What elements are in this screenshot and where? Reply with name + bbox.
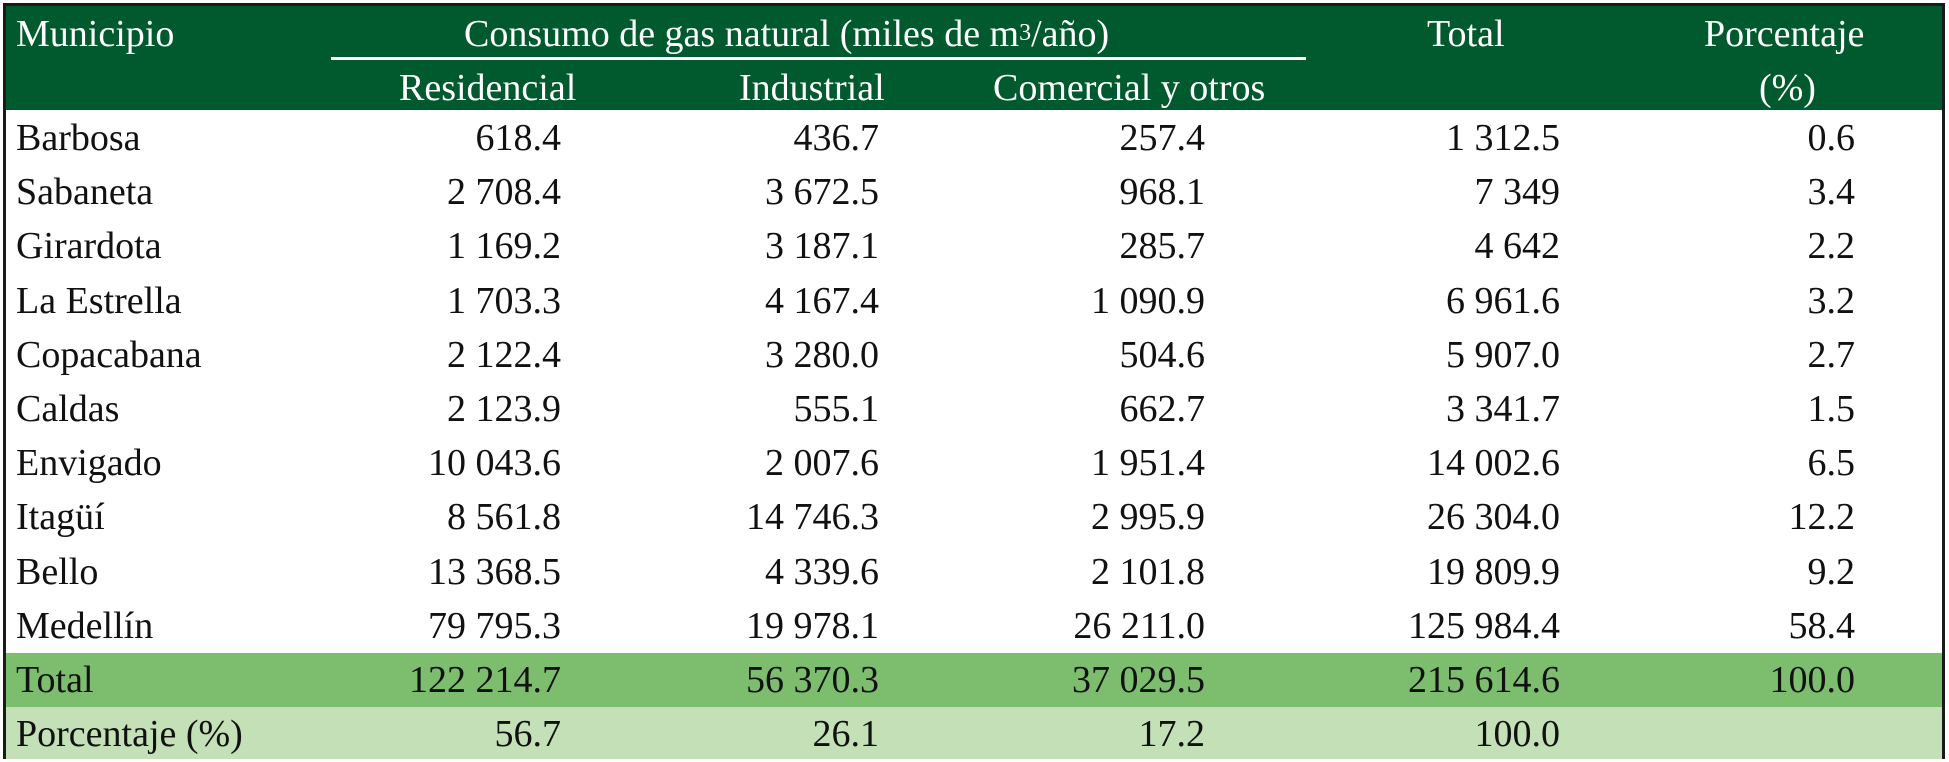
cell-total: 4 642 <box>1474 225 1561 268</box>
table-row: Barbosa 618.4 436.7 257.4 1 312.5 0.6 <box>6 111 1942 165</box>
cell-industrial: 3 187.1 <box>765 225 879 268</box>
cell-porcentaje: 58.4 <box>1788 604 1856 647</box>
gas-consumption-table: Municipio Consumo de gas natural (miles … <box>3 3 1945 759</box>
cell-total: 1 312.5 <box>1446 117 1560 159</box>
cell-industrial: 3 280.0 <box>765 333 879 376</box>
header-group-tail: /año) <box>1031 13 1110 55</box>
header-group-underline <box>331 57 1306 60</box>
cell-municipio: Copacabana <box>16 333 202 376</box>
cell-comercial: 2 101.8 <box>1091 550 1205 593</box>
cell-comercial: 662.7 <box>1119 388 1206 430</box>
table-row: Girardota 1 169.2 3 187.1 285.7 4 642 2.2 <box>6 219 1942 273</box>
cell-residencial: 2 123.9 <box>447 388 561 430</box>
cell-municipio: La Estrella <box>16 279 182 322</box>
table-row: Caldas 2 123.9 555.1 662.7 3 341.7 1.5 <box>6 382 1942 436</box>
cell-comercial: 26 211.0 <box>1073 604 1205 647</box>
cell-porcentaje: 2.2 <box>1807 225 1856 268</box>
header-porcentaje-unit: (%) <box>1759 67 1816 109</box>
cell-residencial: 13 368.5 <box>428 550 561 593</box>
cell-total: 26 304.0 <box>1427 496 1560 539</box>
cell-residencial: 10 043.6 <box>428 442 561 485</box>
cell-comercial: 504.6 <box>1119 333 1206 376</box>
table-row: Itagüí 8 561.8 14 746.3 2 995.9 26 304.0 12.2 <box>6 490 1942 544</box>
cell-porcentaje: 0.6 <box>1807 117 1856 159</box>
percentage-row: Porcentaje (%) 56.7 26.1 17.2 100.0 <box>6 707 1942 759</box>
table-row: Envigado 10 043.6 2 007.6 1 951.4 14 002.6 6.… <box>6 436 1942 490</box>
cell-industrial: 4 339.6 <box>765 550 879 593</box>
header-industrial: Industrial <box>739 67 885 109</box>
cell-industrial: 4 167.4 <box>765 279 879 322</box>
cell-industrial: 555.1 <box>793 388 880 430</box>
total-industrial: 56 370.3 <box>746 659 879 701</box>
cell-industrial: 14 746.3 <box>746 496 879 539</box>
table-row: Copacabana 2 122.4 3 280.0 504.6 5 907.0 2.7 <box>6 328 1942 382</box>
cell-comercial: 257.4 <box>1119 117 1206 159</box>
cell-residencial: 1 169.2 <box>447 225 561 268</box>
cell-municipio: Caldas <box>16 388 120 430</box>
cell-porcentaje: 9.2 <box>1807 550 1856 593</box>
table-row: Medellín 79 795.3 19 978.1 26 211.0 125 984.… <box>6 599 1942 653</box>
total-label: Total <box>16 659 94 701</box>
header-total: Total <box>1427 13 1505 55</box>
cell-residencial: 79 795.3 <box>428 604 561 647</box>
cell-municipio: Itagüí <box>16 496 105 539</box>
total-total: 215 614.6 <box>1408 659 1560 701</box>
cell-total: 3 341.7 <box>1446 388 1560 430</box>
pct-industrial: 26.1 <box>812 713 880 755</box>
cell-municipio: Bello <box>16 550 99 593</box>
header-group-title: Consumo de gas natural (miles de m3/año) <box>464 10 1109 63</box>
header-porcentaje: Porcentaje <box>1704 13 1865 55</box>
pct-residencial: 56.7 <box>494 713 562 755</box>
pct-comercial: 17.2 <box>1138 713 1206 755</box>
cell-industrial: 3 672.5 <box>765 171 879 214</box>
table-row: Sabaneta 2 708.4 3 672.5 968.1 7 349 3.4 <box>6 165 1942 219</box>
total-comercial: 37 029.5 <box>1072 659 1205 701</box>
cell-municipio: Medellín <box>16 604 154 647</box>
cell-total: 7 349 <box>1474 171 1561 214</box>
cell-industrial: 2 007.6 <box>765 442 879 485</box>
cell-municipio: Sabaneta <box>16 171 154 214</box>
pct-label: Porcentaje (%) <box>16 713 243 755</box>
header-municipio: Municipio <box>16 13 175 55</box>
cell-municipio: Envigado <box>16 442 162 485</box>
header-group-text: Consumo de gas natural (miles de m <box>464 13 1020 55</box>
cell-industrial: 436.7 <box>793 117 880 159</box>
pct-total: 100.0 <box>1474 713 1561 755</box>
table-row: Bello 13 368.5 4 339.6 2 101.8 19 809.9 9.2 <box>6 545 1942 599</box>
cell-total: 14 002.6 <box>1427 442 1560 485</box>
cell-comercial: 1 951.4 <box>1091 442 1205 485</box>
cell-total: 125 984.4 <box>1408 604 1560 647</box>
cell-residencial: 2 122.4 <box>447 333 561 376</box>
cell-porcentaje: 6.5 <box>1807 442 1856 485</box>
cell-municipio: Girardota <box>16 225 162 268</box>
total-row: Total 122 214.7 56 370.3 37 029.5 215 61… <box>6 653 1942 707</box>
cell-porcentaje: 3.4 <box>1807 171 1856 214</box>
cell-porcentaje: 12.2 <box>1788 496 1856 539</box>
cell-porcentaje: 3.2 <box>1807 279 1856 322</box>
cell-total: 6 961.6 <box>1446 279 1560 322</box>
cell-comercial: 968.1 <box>1119 171 1206 214</box>
header-comercial: Comercial y otros <box>993 67 1266 109</box>
cell-residencial: 2 708.4 <box>447 171 561 214</box>
header-residencial: Residencial <box>399 67 577 109</box>
cell-total: 5 907.0 <box>1446 333 1560 376</box>
cell-municipio: Barbosa <box>16 117 141 159</box>
table-header: Municipio Consumo de gas natural (miles … <box>6 6 1942 110</box>
cell-residencial: 8 561.8 <box>447 496 561 539</box>
cell-porcentaje: 1.5 <box>1807 388 1856 430</box>
cell-residencial: 618.4 <box>475 117 562 159</box>
header-group-superscript: 3 <box>1019 20 1032 46</box>
table-row: La Estrella 1 703.3 4 167.4 1 090.9 6 961.6 3… <box>6 274 1942 328</box>
cell-industrial: 19 978.1 <box>746 604 879 647</box>
total-porcentaje: 100.0 <box>1769 659 1856 701</box>
cell-comercial: 285.7 <box>1119 225 1206 268</box>
total-residencial: 122 214.7 <box>409 659 561 701</box>
cell-comercial: 2 995.9 <box>1091 496 1205 539</box>
cell-total: 19 809.9 <box>1427 550 1560 593</box>
cell-residencial: 1 703.3 <box>447 279 561 322</box>
cell-comercial: 1 090.9 <box>1091 279 1205 322</box>
cell-porcentaje: 2.7 <box>1807 333 1856 376</box>
